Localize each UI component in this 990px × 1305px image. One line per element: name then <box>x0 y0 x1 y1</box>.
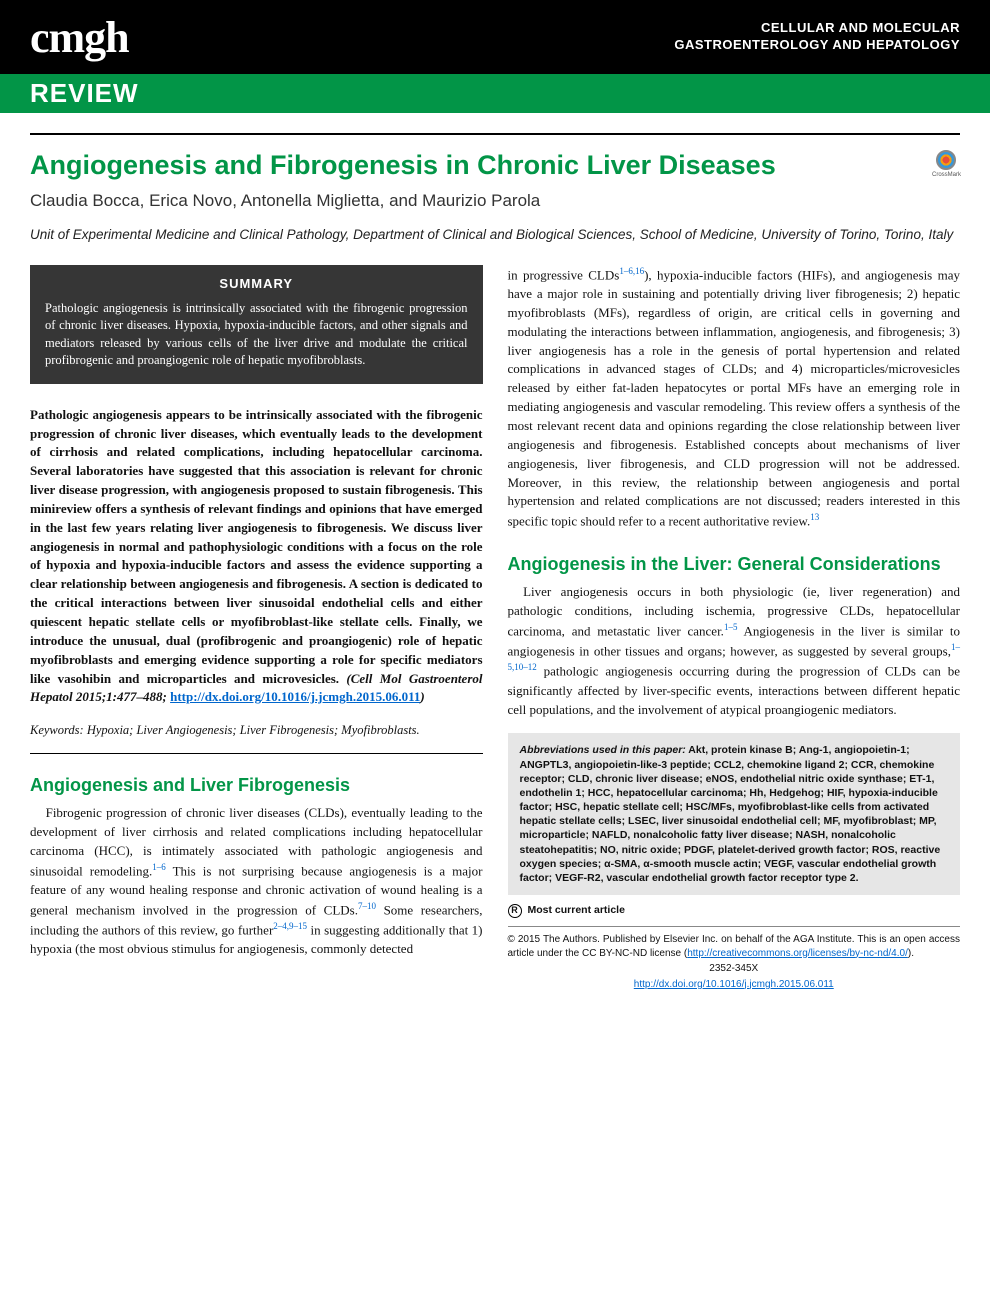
summary-heading: SUMMARY <box>45 275 468 294</box>
authors-list: Claudia Bocca, Erica Novo, Antonella Mig… <box>30 191 960 211</box>
journal-logo: cmgh <box>30 12 129 63</box>
abstract-citation-close: ) <box>420 689 424 704</box>
abstract-text: Pathologic angiogenesis appears to be in… <box>30 407 483 686</box>
article-content: CrossMark Angiogenesis and Fibrogenesis … <box>0 113 990 1011</box>
citation-ref[interactable]: 13 <box>810 512 819 522</box>
keywords-label: Keywords: <box>30 723 84 737</box>
crossmark-icon <box>936 150 956 170</box>
most-current-badge[interactable]: R Most current article <box>508 903 961 918</box>
right-column: in progressive CLDs1–6,16), hypoxia-indu… <box>508 265 961 991</box>
citation-ref[interactable]: 7–10 <box>358 901 376 911</box>
section-2-body: Liver angiogenesis occurs in both physio… <box>508 583 961 719</box>
journal-name: CELLULAR AND MOLECULAR GASTROENTEROLOGY … <box>674 20 960 54</box>
citation-ref[interactable]: 1–5 <box>724 622 738 632</box>
doi-link[interactable]: http://dx.doi.org/10.1016/j.jcmgh.2015.0… <box>170 689 420 704</box>
crossmark-label: CrossMark <box>932 172 960 178</box>
section-1-body: Fibrogenic progression of chronic liver … <box>30 804 483 959</box>
section-heading-2: Angiogenesis in the Liver: General Consi… <box>508 551 961 577</box>
article-header: CrossMark Angiogenesis and Fibrogenesis … <box>30 133 960 245</box>
journal-name-line2: GASTROENTEROLOGY AND HEPATOLOGY <box>674 37 960 54</box>
copyright-close: ). <box>908 948 914 959</box>
continuation-text: in progressive CLDs1–6,16), hypoxia-indu… <box>508 265 961 531</box>
copyright-doi-link[interactable]: http://dx.doi.org/10.1016/j.jcmgh.2015.0… <box>634 979 834 990</box>
abbreviations-box: Abbreviations used in this paper: Akt, p… <box>508 733 961 895</box>
paragraph: Fibrogenic progression of chronic liver … <box>30 804 483 959</box>
affiliation: Unit of Experimental Medicine and Clinic… <box>30 226 960 245</box>
crossmark-badge[interactable]: CrossMark <box>932 150 960 178</box>
citation-ref[interactable]: 1–6 <box>152 862 166 872</box>
article-title: Angiogenesis and Fibrogenesis in Chronic… <box>30 150 960 181</box>
abbrev-text: Akt, protein kinase B; Ang-1, angiopoiet… <box>520 744 941 884</box>
most-current-icon: R <box>508 904 522 918</box>
issn: 2352-345X <box>508 962 961 976</box>
summary-box: SUMMARY Pathologic angiogenesis is intri… <box>30 265 483 384</box>
journal-header-band: cmgh CELLULAR AND MOLECULAR GASTROENTERO… <box>0 0 990 74</box>
journal-name-line1: CELLULAR AND MOLECULAR <box>674 20 960 37</box>
summary-text: Pathologic angiogenesis is intrinsically… <box>45 300 468 370</box>
copyright-block: © 2015 The Authors. Published by Elsevie… <box>508 926 961 991</box>
paragraph: in progressive CLDs1–6,16), hypoxia-indu… <box>508 265 961 531</box>
abbrev-lead: Abbreviations used in this paper: <box>520 744 686 756</box>
article-type-band: REVIEW <box>0 74 990 113</box>
citation-ref[interactable]: 1–6,16 <box>619 266 644 276</box>
two-column-layout: SUMMARY Pathologic angiogenesis is intri… <box>30 265 960 991</box>
license-link[interactable]: http://creativecommons.org/licenses/by-n… <box>687 948 908 959</box>
most-current-label: Most current article <box>528 903 625 918</box>
abstract: Pathologic angiogenesis appears to be in… <box>30 406 483 708</box>
left-column: SUMMARY Pathologic angiogenesis is intri… <box>30 265 483 991</box>
paragraph: Liver angiogenesis occurs in both physio… <box>508 583 961 719</box>
keywords: Keywords: Hypoxia; Liver Angiogenesis; L… <box>30 721 483 739</box>
citation-ref[interactable]: 2–4,9–15 <box>273 921 307 931</box>
keywords-text: Hypoxia; Liver Angiogenesis; Liver Fibro… <box>84 723 420 737</box>
section-heading-1: Angiogenesis and Liver Fibrogenesis <box>30 772 483 798</box>
section-divider <box>30 753 483 754</box>
